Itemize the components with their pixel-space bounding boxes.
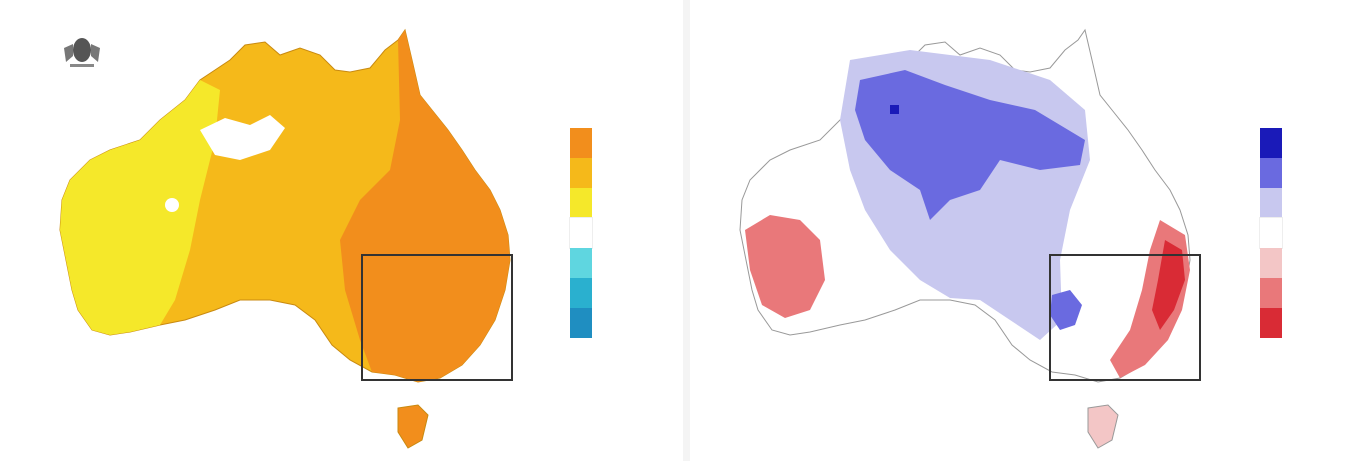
rainfall-map-panel — [690, 0, 1359, 461]
inland-low-rain-patch — [1050, 290, 1082, 330]
legend-row — [1226, 248, 1347, 278]
very-low-rain-region — [855, 70, 1085, 220]
legend-swatch — [570, 128, 592, 158]
rainfall-map — [739, 28, 1201, 449]
legend-swatch — [570, 308, 592, 338]
tasmania — [1087, 404, 1119, 449]
legend-row — [1226, 188, 1347, 218]
legend-swatch — [1259, 217, 1283, 249]
legend-row — [1226, 217, 1347, 249]
legend-swatch — [569, 217, 593, 249]
coat-of-arms-logo — [60, 34, 104, 75]
legend-row — [1226, 158, 1347, 188]
near-average-spot — [165, 198, 179, 212]
legend-swatch — [1260, 308, 1282, 338]
legend-swatch — [570, 188, 592, 218]
legend-swatch — [1260, 278, 1282, 308]
eastern-hot-region — [340, 30, 510, 382]
legend-swatch — [1260, 188, 1282, 218]
legend-row — [536, 128, 657, 158]
region-highlight-box — [1049, 254, 1201, 381]
legend-row — [536, 217, 657, 249]
legend-row — [536, 278, 657, 308]
temperature-map-panel — [59, 28, 657, 449]
region-highlight-box — [361, 254, 513, 381]
legend-swatch — [570, 158, 592, 188]
legend-row — [536, 248, 657, 278]
western-mild-region — [60, 80, 220, 335]
legend-row — [536, 158, 657, 188]
legend-row — [1226, 128, 1347, 158]
western-above-rain-region — [745, 215, 825, 318]
legend-swatch — [570, 248, 592, 278]
legend-row — [1226, 278, 1347, 308]
legend-swatch — [1260, 248, 1282, 278]
legend-row — [536, 308, 657, 338]
temperature-map — [59, 28, 513, 449]
legend-swatch — [1260, 158, 1282, 188]
crest-icon — [64, 38, 100, 67]
lowest-rain-spot — [890, 105, 899, 114]
east-coast-high-rain-region — [1152, 240, 1185, 330]
temperature-legend — [536, 128, 657, 338]
legend-swatch — [1260, 128, 1282, 158]
legend-row — [1226, 308, 1347, 338]
rainfall-legend — [1226, 128, 1347, 338]
tasmania — [397, 404, 429, 449]
near-average-patch — [200, 115, 285, 160]
panel-divider — [683, 0, 690, 461]
legend-swatch — [570, 278, 592, 308]
legend-row — [536, 188, 657, 218]
